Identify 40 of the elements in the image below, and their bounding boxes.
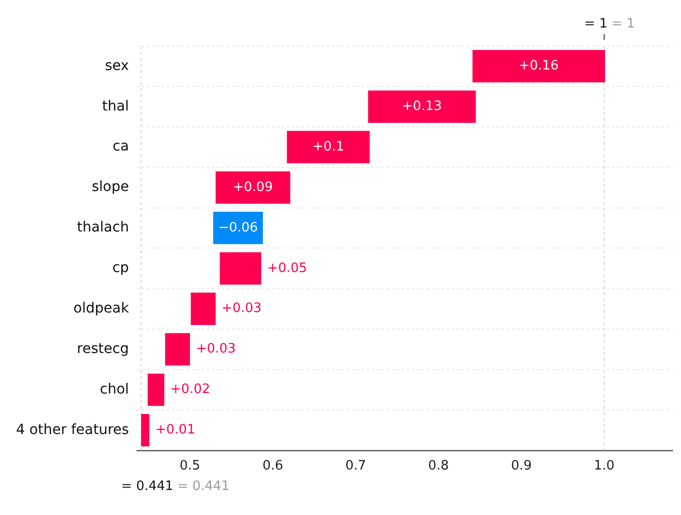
bar: [213, 212, 263, 244]
text: = 0.441: [177, 478, 230, 494]
data-label: −0.06: [218, 220, 258, 236]
bar: [220, 252, 262, 285]
text: = 1: [612, 16, 635, 32]
bar: [190, 292, 216, 326]
y-tick-label: thal: [102, 98, 129, 114]
data-label: +0.03: [222, 301, 262, 316]
y-tick-label: slope: [92, 179, 129, 196]
data-label: +0.03: [196, 342, 236, 357]
text: = 1: [584, 16, 608, 32]
bar: [472, 50, 606, 82]
x-tick-label: 0.8: [428, 458, 449, 474]
x-tick-label: 0.7: [345, 458, 366, 474]
data-label: +0.09: [233, 180, 273, 195]
data-label: +0.13: [402, 99, 442, 114]
bar: [216, 171, 290, 204]
x-tick-label: 1.0: [594, 458, 615, 474]
data-label: +0.01: [155, 422, 196, 438]
bar: [286, 130, 370, 164]
y-tick-label: 4 other features: [16, 422, 129, 438]
bar: [141, 414, 150, 446]
y-tick-label: chol: [100, 381, 129, 398]
x-tick-label: 0.6: [262, 458, 284, 474]
x-tick-label: 0.9: [511, 458, 532, 474]
y-tick-label: restecg: [76, 340, 129, 357]
data-label: +0.05: [267, 260, 308, 276]
text: = 0.441: [121, 478, 174, 494]
y-tick-label: cp: [112, 260, 130, 276]
data-label: +0.02: [170, 382, 210, 398]
y-tick-label: thalach: [76, 220, 129, 236]
bar: [148, 374, 164, 406]
x-tick-label: 0.5: [180, 458, 200, 474]
data-label: +0.16: [518, 58, 559, 74]
y-tick-label: oldpeak: [73, 300, 130, 316]
data-label: +0.1: [312, 139, 344, 154]
y-tick-label: ca: [112, 138, 129, 155]
bar: [165, 333, 190, 366]
y-tick-label: sex: [104, 58, 129, 74]
bar: [368, 90, 476, 123]
